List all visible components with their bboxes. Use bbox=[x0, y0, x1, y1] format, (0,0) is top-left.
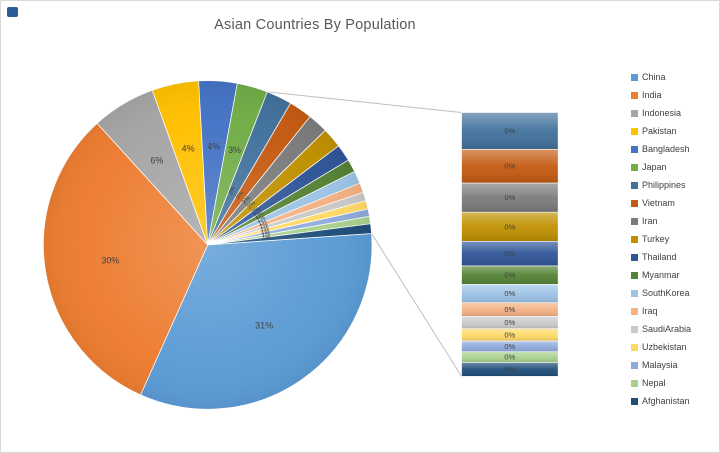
legend-item-japan[interactable]: Japan bbox=[631, 163, 691, 172]
corner-mark bbox=[7, 7, 18, 17]
legend-label: Turkey bbox=[642, 234, 670, 244]
legend-label: SouthKorea bbox=[642, 288, 690, 298]
legend-label: Philippines bbox=[642, 180, 686, 190]
pie-label-indonesia: 6% bbox=[150, 155, 163, 165]
chart-title[interactable]: Asian Countries By Population bbox=[214, 17, 416, 33]
legend-label: China bbox=[642, 72, 666, 82]
legend-marker-icon bbox=[631, 326, 638, 333]
legend-item-nepal[interactable]: Nepal bbox=[631, 379, 691, 388]
legend-marker-icon bbox=[631, 128, 638, 135]
legend-item-china[interactable]: China bbox=[631, 73, 691, 82]
legend-label: India bbox=[642, 90, 662, 100]
bar-segment-label-turkey: 0% bbox=[504, 222, 515, 231]
legend-item-vietnam[interactable]: Vietnam bbox=[631, 199, 691, 208]
legend-label: Afghanistan bbox=[642, 396, 690, 406]
legend-item-philippines[interactable]: Philippines bbox=[631, 181, 691, 190]
legend-item-india[interactable]: India bbox=[631, 91, 691, 100]
pie-label-afghanistan: 1% bbox=[262, 235, 272, 242]
legend-marker-icon bbox=[631, 200, 638, 207]
pie-label-bangladesh: 4% bbox=[207, 142, 220, 152]
legend-marker-icon bbox=[631, 380, 638, 387]
pie-label-myanmar: 1% bbox=[254, 211, 265, 221]
legend-label: Japan bbox=[642, 162, 667, 172]
bar-segment-label-iraq: 0% bbox=[504, 305, 515, 314]
pie-label-saudiarabia: 1% bbox=[259, 222, 270, 230]
bar-segment-label-nepal: 0% bbox=[504, 353, 515, 362]
pie-label-thailand: 2% bbox=[251, 206, 262, 216]
pie-label-nepal: 1% bbox=[261, 231, 271, 238]
legend-label: Thailand bbox=[642, 252, 677, 262]
pie-label-philippines: 2% bbox=[228, 185, 237, 196]
legend-label: Myanmar bbox=[642, 270, 680, 280]
legend-label: Malaysia bbox=[642, 360, 678, 370]
legend-item-thailand[interactable]: Thailand bbox=[631, 253, 691, 262]
legend-marker-icon bbox=[631, 146, 638, 153]
legend-label: Bangladesh bbox=[642, 144, 690, 154]
legend-item-saudiarabia[interactable]: SaudiArabia bbox=[631, 325, 691, 334]
bar-segment-label-vietnam: 0% bbox=[504, 162, 515, 171]
bar-segment-label-myanmar: 0% bbox=[504, 271, 515, 280]
pie-label-india: 30% bbox=[101, 255, 119, 265]
legend-item-iraq[interactable]: Iraq bbox=[631, 307, 691, 316]
bar-segment-label-afghanistan: 0% bbox=[504, 365, 515, 374]
pie-label-malaysia: 1% bbox=[261, 228, 271, 236]
legend-item-indonesia[interactable]: Indonesia bbox=[631, 109, 691, 118]
bar-segment-label-philippines: 0% bbox=[504, 126, 515, 135]
legend-marker-icon bbox=[631, 164, 638, 171]
legend-label: Indonesia bbox=[642, 108, 682, 118]
bar-segment-label-saudiarabia: 0% bbox=[504, 318, 515, 327]
legend-item-southkorea[interactable]: SouthKorea bbox=[631, 289, 691, 298]
pie-label-turkey: 2% bbox=[247, 200, 258, 211]
bar-segment-label-thailand: 0% bbox=[504, 249, 515, 258]
legend-marker-icon bbox=[631, 398, 638, 405]
legend-item-iran[interactable]: Iran bbox=[631, 217, 691, 226]
legend: China India Indonesia Pakistan Bangladesh Jap… bbox=[631, 73, 691, 406]
legend-marker-icon bbox=[631, 74, 638, 81]
legend-label: Vietnam bbox=[642, 198, 675, 208]
pie-label-pakistan: 4% bbox=[182, 143, 195, 153]
legend-item-malaysia[interactable]: Malaysia bbox=[631, 361, 691, 370]
pie-label-iran: 2% bbox=[242, 195, 253, 206]
legend-marker-icon bbox=[631, 218, 638, 225]
legend-marker-icon bbox=[631, 110, 638, 117]
legend-item-bangladesh[interactable]: Bangladesh bbox=[631, 145, 691, 154]
bar-segment-label-uzbekistan: 0% bbox=[504, 330, 515, 339]
legend-label: SaudiArabia bbox=[642, 324, 692, 334]
legend-item-turkey[interactable]: Turkey bbox=[631, 235, 691, 244]
legend-marker-icon bbox=[631, 290, 638, 297]
legend-item-pakistan[interactable]: Pakistan bbox=[631, 127, 691, 136]
legend-label: Pakistan bbox=[642, 126, 677, 136]
connector-line-lower bbox=[371, 233, 462, 377]
legend-label: Nepal bbox=[642, 378, 666, 388]
pie-label-iraq: 1% bbox=[258, 219, 269, 228]
bar-segment-label-iran: 0% bbox=[504, 193, 515, 202]
legend-item-afghanistan[interactable]: Afghanistan bbox=[631, 397, 691, 406]
legend-marker-icon bbox=[631, 308, 638, 315]
pie-label-southkorea: 1% bbox=[256, 215, 267, 224]
bar-segment-label-southkorea: 0% bbox=[504, 289, 515, 298]
bar-segment-label-malaysia: 0% bbox=[504, 342, 515, 351]
legend-marker-icon bbox=[631, 92, 638, 99]
legend-item-myanmar[interactable]: Myanmar bbox=[631, 271, 691, 280]
legend-item-uzbekistan[interactable]: Uzbekistan bbox=[631, 343, 691, 352]
legend-marker-icon bbox=[631, 344, 638, 351]
pie-label-china: 31% bbox=[255, 321, 273, 331]
legend-label: Uzbekistan bbox=[642, 342, 687, 352]
legend-marker-icon bbox=[631, 236, 638, 243]
pie-label-vietnam: 2% bbox=[235, 190, 245, 201]
legend-marker-icon bbox=[631, 182, 638, 189]
legend-label: Iran bbox=[642, 216, 658, 226]
legend-label: Iraq bbox=[642, 306, 658, 316]
legend-marker-icon bbox=[631, 272, 638, 279]
pie-label-japan: 3% bbox=[228, 145, 241, 155]
legend-marker-icon bbox=[631, 254, 638, 261]
pie-label-uzbekistan: 1% bbox=[260, 225, 271, 233]
legend-marker-icon bbox=[631, 362, 638, 369]
